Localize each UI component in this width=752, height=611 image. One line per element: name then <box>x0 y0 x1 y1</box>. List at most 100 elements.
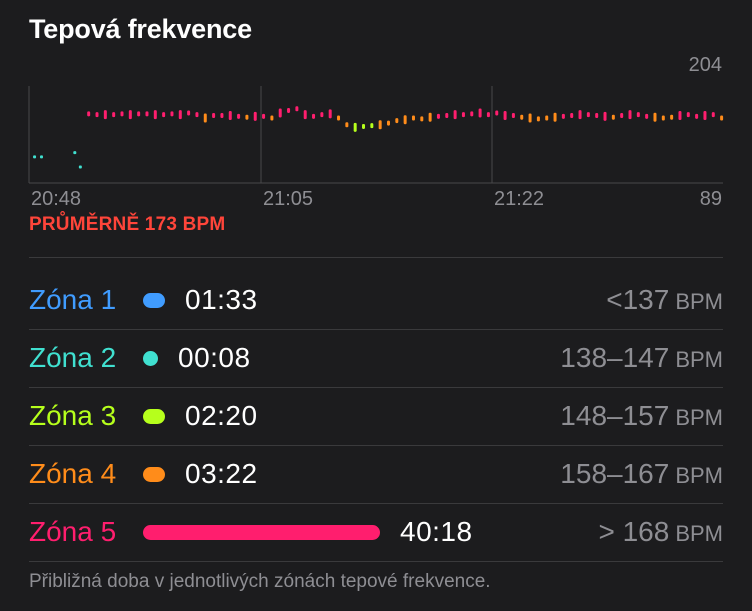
zone-range-value: <137 <box>606 284 670 315</box>
zone-bar <box>143 351 158 366</box>
heart-rate-point <box>486 112 490 118</box>
heart-rate-point <box>545 115 549 121</box>
heart-rate-point <box>420 116 424 122</box>
heart-rate-point <box>520 114 524 120</box>
heart-rate-point <box>145 111 149 117</box>
heart-rate-point <box>561 113 565 119</box>
zone-range: > 168 BPM <box>598 515 723 551</box>
average-bpm: PRŮMĚRNĚ 173 BPM <box>29 214 226 235</box>
x-tick-label: 21:22 <box>494 188 544 210</box>
zone-range: <137 BPM <box>606 283 723 319</box>
heart-rate-point <box>711 112 715 118</box>
zone-range-value: > 168 <box>598 516 670 547</box>
divider <box>29 387 723 388</box>
x-tick-label: 20:48 <box>31 188 81 210</box>
heart-rate-point <box>212 113 216 119</box>
zone-label: Zóna 1 <box>29 284 117 315</box>
heart-rate-point <box>303 110 307 120</box>
heart-rate-point <box>195 112 199 118</box>
zone-bar <box>143 467 165 482</box>
divider <box>29 329 723 330</box>
heart-rate-point <box>245 114 249 120</box>
heart-rate-point <box>203 113 207 123</box>
divider <box>29 561 723 562</box>
divider <box>29 257 723 258</box>
zone-label: Zóna 2 <box>29 342 117 373</box>
heart-rate-point <box>39 155 43 159</box>
heart-rate-point <box>611 114 615 120</box>
heart-rate-point <box>661 115 665 121</box>
heart-rate-point <box>378 120 382 130</box>
y-min-label: 89 <box>700 188 722 210</box>
zone-bar <box>143 293 165 308</box>
heart-rate-point <box>73 151 77 155</box>
heart-rate-point <box>120 111 124 117</box>
heart-rate-point <box>536 116 540 122</box>
heart-rate-point <box>595 113 599 119</box>
heart-rate-point <box>686 112 690 118</box>
heart-rate-point <box>262 113 266 119</box>
heart-rate-point <box>187 110 191 116</box>
divider <box>29 445 723 446</box>
zone-range-value: 158–167 <box>560 458 670 489</box>
zone-range-unit: BPM <box>675 405 723 430</box>
zone-label: Zóna 5 <box>29 516 117 547</box>
heart-rate-point <box>162 112 166 118</box>
heart-rate-point <box>320 112 324 118</box>
heart-rate-point <box>470 111 474 117</box>
heart-rate-point <box>87 111 91 117</box>
heart-rate-point <box>337 115 341 121</box>
zone-range-value: 148–157 <box>560 400 670 431</box>
heart-rate-point <box>386 120 390 126</box>
heart-rate-point <box>645 113 649 119</box>
heart-rate-point <box>478 108 482 118</box>
heart-rate-point <box>570 113 574 119</box>
heart-rate-point <box>178 110 182 120</box>
heart-rate-point <box>511 113 515 119</box>
heart-rate-point <box>237 113 241 119</box>
heart-rate-point <box>220 113 224 119</box>
zone-label: Zóna 4 <box>29 458 117 489</box>
heart-rate-point <box>253 111 257 121</box>
heart-rate-point <box>436 113 440 119</box>
page-title: Tepová frekvence <box>29 14 252 44</box>
zone-bar <box>143 525 380 540</box>
heart-rate-point <box>503 111 507 121</box>
heart-rate-point <box>586 112 590 118</box>
heart-rate-point <box>603 111 607 121</box>
heart-rate-point <box>370 123 374 129</box>
heart-rate-point <box>528 113 532 123</box>
zone-range-unit: BPM <box>675 347 723 372</box>
heart-rate-point <box>636 112 640 118</box>
zone-range: 138–147 BPM <box>560 341 723 377</box>
heart-rate-point <box>153 110 157 120</box>
zone-range: 158–167 BPM <box>560 457 723 493</box>
zone-time: 02:20 <box>185 400 258 431</box>
zone-range-unit: BPM <box>675 289 723 314</box>
heart-rate-point <box>703 111 707 121</box>
heart-rate-point <box>403 115 407 125</box>
heart-rate-point <box>312 113 316 119</box>
heart-rate-point <box>295 106 299 112</box>
heart-rate-point <box>228 111 232 121</box>
heart-rate-point <box>628 110 632 120</box>
heart-rate-point <box>653 112 657 122</box>
heart-rate-point <box>445 113 449 119</box>
heart-rate-point <box>137 111 141 117</box>
zone-time: 00:08 <box>178 342 251 373</box>
heart-rate-point <box>578 110 582 120</box>
zone-time: 40:18 <box>400 516 473 547</box>
heart-rate-point <box>461 112 465 118</box>
zone-range-unit: BPM <box>675 463 723 488</box>
zone-row-1: Zóna 1 01:33 <137 BPM <box>0 271 752 329</box>
heart-rate-point <box>345 122 349 128</box>
zone-range: 148–157 BPM <box>560 399 723 435</box>
zone-row-3: Zóna 3 02:20 148–157 BPM <box>0 387 752 445</box>
heart-rate-chart: 204 89 20:48 21:05 21:22 <box>28 54 724 210</box>
heart-rate-point <box>128 110 132 120</box>
heart-rate-point <box>695 113 699 119</box>
heart-rate-point <box>670 114 674 120</box>
zone-time: 01:33 <box>185 284 258 315</box>
zone-range-value: 138–147 <box>560 342 670 373</box>
heart-rate-point <box>453 110 457 120</box>
